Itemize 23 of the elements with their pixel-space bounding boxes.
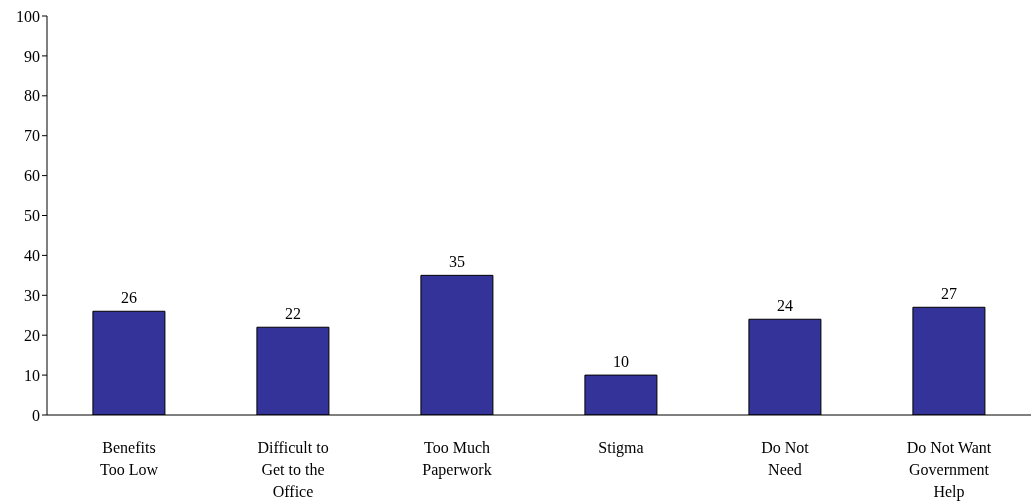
y-tick-label: 70: [24, 127, 40, 145]
y-tick-label: 50: [24, 207, 40, 225]
y-tick-label: 0: [32, 406, 40, 424]
y-tick-label: 100: [16, 7, 40, 25]
x-tick-label: Do Not Want Government Help: [906, 439, 992, 501]
x-tick-label: Do Not Need: [761, 439, 810, 478]
y-tick-label: 80: [24, 87, 40, 105]
data-label: 10: [612, 353, 629, 371]
y-tick-label: 10: [24, 366, 40, 384]
y-tick-label: 40: [24, 247, 40, 265]
x-tick-label: Difficult to Get to the Office: [257, 439, 329, 500]
data-label: 24: [776, 297, 793, 315]
data-label: 35: [448, 253, 465, 271]
y-tick-label: 20: [24, 326, 40, 344]
x-tick-label: Stigma: [598, 439, 644, 457]
data-label: 27: [940, 285, 957, 303]
y-tick-label: 60: [24, 167, 40, 185]
y-tick-label: 30: [24, 286, 40, 304]
y-tick-label: 90: [24, 47, 40, 65]
data-label: 26: [120, 289, 137, 307]
x-tick-label: Too Much Paperwork: [422, 439, 492, 479]
data-label: 22: [284, 305, 301, 323]
x-tick-label: Benefits Too Low: [100, 439, 159, 478]
